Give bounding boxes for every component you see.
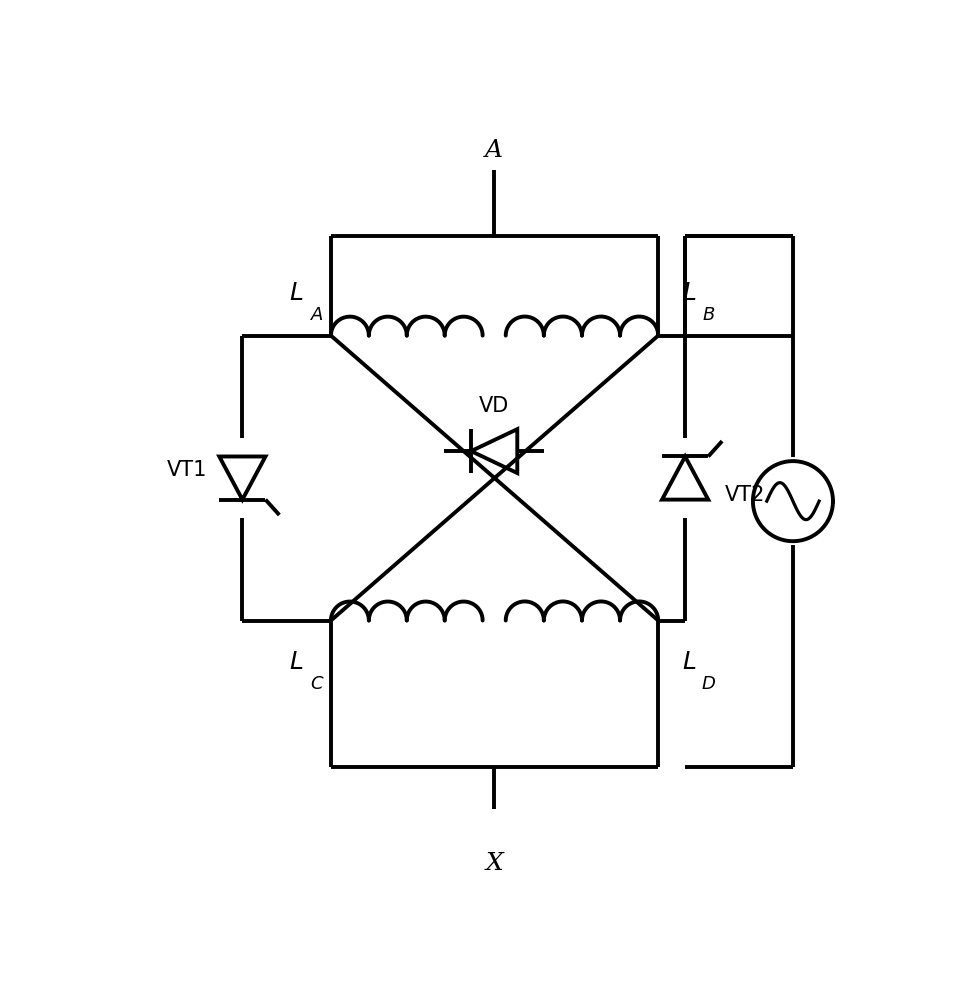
Text: X: X xyxy=(485,852,503,875)
Text: $L$: $L$ xyxy=(682,651,696,674)
Text: $A$: $A$ xyxy=(310,306,324,324)
Text: $B$: $B$ xyxy=(702,306,715,324)
Text: A: A xyxy=(485,139,503,162)
Text: VT1: VT1 xyxy=(167,460,207,480)
Text: $L$: $L$ xyxy=(290,651,304,674)
Text: $L$: $L$ xyxy=(682,282,696,305)
Text: VT2: VT2 xyxy=(725,485,765,505)
Text: VD: VD xyxy=(479,396,510,416)
Text: $C$: $C$ xyxy=(310,675,324,693)
Text: $L$: $L$ xyxy=(290,282,304,305)
Text: $D$: $D$ xyxy=(701,675,716,693)
